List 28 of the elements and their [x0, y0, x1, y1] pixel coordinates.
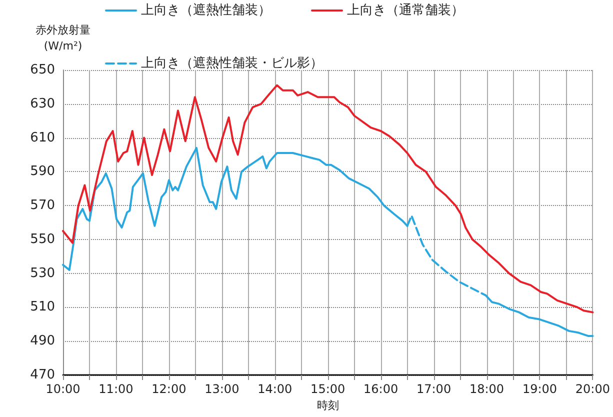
y-tick-label: 530 — [30, 266, 55, 281]
legend-label: 上向き（遮熱性舗装） — [141, 3, 271, 18]
legend-label: 上向き（通常舗装） — [347, 3, 464, 18]
x-tick-label: 13:00 — [204, 382, 240, 396]
x-tick-label: 16:00 — [364, 382, 398, 396]
y-axis-title: 赤外放射量 (W/m²) — [36, 24, 90, 52]
y-tick-label: 550 — [30, 232, 55, 247]
x-tick-label: 18:00 — [469, 382, 504, 396]
y-tick-label: 570 — [30, 198, 55, 214]
y-tick-label: 470 — [30, 368, 55, 382]
y-tick-label: 630 — [30, 96, 55, 112]
line-series — [62, 84, 594, 314]
x-tick-label: 14:00 — [258, 382, 292, 396]
x-tick-label: 20:00 — [575, 382, 610, 396]
x-tick-label: 10:00 — [46, 382, 80, 396]
y-tick-label: 510 — [30, 300, 55, 315]
x-tick-label: 15:00 — [310, 382, 346, 396]
line-series — [406, 214, 487, 296]
y-tick-label: 590 — [30, 164, 55, 180]
y-tick-label: 650 — [30, 62, 55, 78]
legend-label: 上向き（遮熱性舗装・ビル影） — [141, 56, 323, 71]
x-tick-label: 17:00 — [416, 382, 452, 396]
x-tick-label: 19:00 — [522, 382, 558, 396]
x-tick-label: 11:00 — [98, 382, 134, 396]
x-tick-label: 12:00 — [152, 382, 186, 396]
x-axis-title: 時刻 — [316, 398, 339, 412]
y-tick-label: 610 — [30, 130, 55, 146]
y-tick-label: 490 — [30, 334, 55, 349]
